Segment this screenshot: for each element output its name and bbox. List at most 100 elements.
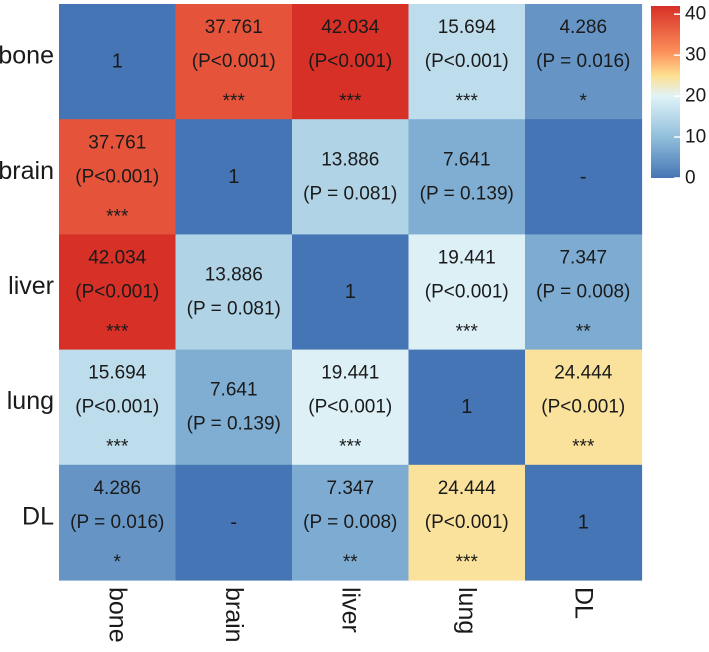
cell-label-bone-lung-line2: (P<0.001)	[425, 51, 509, 72]
cell-label-dl-brain-line1: -	[230, 511, 237, 533]
heatmap-cell-bone-bone	[59, 4, 177, 120]
heatmap-cell-lung-bone	[59, 349, 177, 466]
heatmap-cell-brain-dl	[525, 119, 643, 235]
cell-label-bone-dl-line2: (P = 0.016)	[536, 51, 630, 72]
cell-label-bone-liver-line2: (P<0.001)	[308, 51, 392, 72]
cell-label-liver-dl-line1: 7.347	[559, 248, 607, 269]
cell-label-dl-lung-line1: 24.444	[438, 478, 497, 499]
cell-label-dl-liver-line1: 7.347	[326, 478, 374, 499]
heatmap-cell-bone-lung	[408, 4, 526, 120]
heatmap-cell-liver-lung	[408, 234, 526, 351]
cell-label-brain-bone-line3: ***	[106, 206, 129, 227]
cell-label-lung-bone-line2: (P<0.001)	[75, 397, 159, 418]
cell-label-dl-bone-line3: *	[114, 552, 122, 573]
cell-label-lung-liver-line3: ***	[339, 437, 362, 458]
heatmap-cell-dl-bone	[59, 464, 177, 581]
color-legend: 0 10 20 30 40	[651, 4, 706, 189]
heatmap-cell-lung-dl	[525, 349, 643, 466]
heatmap-cell-brain-lung	[408, 119, 526, 235]
cell-label-dl-liver-line2: (P = 0.008)	[303, 512, 397, 533]
cell-label-bone-brain-line1: 37.761	[205, 17, 263, 38]
cell-label-brain-bone-line2: (P<0.001)	[75, 166, 159, 187]
cell-label-dl-dl-line1: 1	[578, 511, 589, 533]
column-label-liver: liver	[336, 587, 364, 633]
cell-label-liver-bone-line2: (P<0.001)	[75, 282, 159, 303]
cell-label-lung-bone-line3: ***	[106, 437, 129, 458]
cell-label-liver-lung-line2: (P<0.001)	[425, 282, 509, 303]
cell-label-lung-dl-line3: ***	[572, 437, 595, 458]
cell-label-lung-bone-line1: 15.694	[88, 363, 147, 384]
cell-label-bone-liver-line1: 42.034	[321, 17, 380, 38]
heatmap-cell-liver-brain	[175, 234, 293, 351]
cell-label-liver-brain-line1: 13.886	[205, 265, 263, 286]
heatmap-cell-liver-bone	[59, 234, 177, 351]
cell-label-liver-dl-line3: **	[576, 322, 591, 343]
cell-label-dl-lung-line3: ***	[456, 552, 479, 573]
legend-tick-label-20: 20	[685, 86, 706, 107]
cell-label-liver-lung-line1: 19.441	[438, 248, 496, 269]
legend-tick-label-30: 30	[685, 45, 706, 66]
cell-label-dl-lung-line2: (P<0.001)	[425, 512, 509, 533]
cell-label-lung-brain-line1: 7.641	[210, 380, 258, 401]
heatmap-cell-liver-liver	[292, 234, 410, 351]
column-label-brain: brain	[220, 587, 248, 643]
heatmap-cell-dl-brain	[175, 464, 293, 581]
cell-label-bone-lung-line3: ***	[456, 91, 479, 112]
cell-label-bone-brain-line2: (P<0.001)	[192, 51, 276, 72]
legend-colorbar	[651, 6, 680, 178]
heatmap-cell-lung-lung	[408, 349, 526, 466]
heatmap-cell-dl-lung	[408, 464, 526, 581]
cell-label-liver-bone-line1: 42.034	[88, 248, 147, 269]
cell-label-dl-bone-line2: (P = 0.016)	[70, 512, 164, 533]
heatmap-cell-lung-liver	[292, 349, 410, 466]
row-label-dl: DL	[22, 502, 54, 530]
cell-label-bone-brain-line3: ***	[223, 91, 246, 112]
cell-label-liver-lung-line3: ***	[456, 322, 479, 343]
heatmap-cell-lung-brain	[175, 349, 293, 466]
row-label-liver: liver	[8, 272, 54, 300]
heatmap-cell-brain-brain	[175, 119, 293, 235]
cell-label-liver-brain-line2: (P = 0.081)	[187, 299, 281, 320]
cell-label-dl-bone-line1: 4.286	[93, 478, 141, 499]
heatmap-cell-bone-liver	[292, 4, 410, 120]
cell-label-brain-liver-line2: (P = 0.081)	[303, 183, 397, 204]
cell-label-dl-liver-line3: **	[343, 552, 358, 573]
legend-tick-label-10: 10	[685, 127, 706, 148]
column-labels: bone brain liver lung DL	[103, 587, 597, 643]
cell-label-brain-lung-line1: 7.641	[443, 149, 491, 170]
row-label-lung: lung	[7, 387, 54, 415]
cell-label-bone-lung-line1: 15.694	[438, 17, 497, 38]
heatmap-cell-liver-dl	[525, 234, 643, 351]
cell-label-bone-bone-line1: 1	[112, 51, 123, 73]
cell-label-liver-liver-line1: 1	[345, 281, 356, 303]
cell-label-brain-bone-line1: 37.761	[88, 132, 146, 153]
cell-label-lung-dl-line2: (P<0.001)	[541, 397, 625, 418]
cell-label-lung-brain-line2: (P = 0.139)	[187, 414, 281, 435]
cell-label-lung-liver-line2: (P<0.001)	[308, 397, 392, 418]
legend-tick-label-40: 40	[685, 4, 706, 25]
column-label-dl: DL	[569, 587, 597, 619]
legend-tick-label-0: 0	[685, 168, 696, 189]
column-label-bone: bone	[103, 587, 131, 643]
cell-label-liver-dl-line2: (P = 0.008)	[536, 282, 630, 303]
cell-label-lung-lung-line1: 1	[461, 396, 472, 418]
cell-label-bone-liver-line3: ***	[339, 91, 362, 112]
heatmap-cell-brain-bone	[59, 119, 177, 235]
cell-label-lung-liver-line1: 19.441	[321, 363, 379, 384]
cell-label-brain-lung-line2: (P = 0.139)	[420, 183, 514, 204]
row-label-bone: bone	[0, 42, 54, 70]
heatmap-cell-dl-dl	[525, 464, 643, 581]
cell-label-lung-dl-line1: 24.444	[554, 363, 613, 384]
heatmap-cell-bone-dl	[525, 4, 643, 120]
heatmap-cell-bone-brain	[175, 4, 293, 120]
cell-label-brain-brain-line1: 1	[228, 166, 239, 188]
row-labels: bone brain liver lung DL	[0, 42, 54, 531]
cell-label-bone-dl-line3: *	[580, 91, 588, 112]
row-label-brain: brain	[0, 157, 54, 185]
heatmap-cells: 137.761(P<0.001)***42.034(P<0.001)***15.…	[59, 4, 643, 581]
cell-label-liver-bone-line3: ***	[106, 322, 129, 343]
heatmap-cell-dl-liver	[292, 464, 410, 581]
cell-label-brain-liver-line1: 13.886	[321, 149, 379, 170]
cell-label-bone-dl-line1: 4.286	[559, 17, 607, 38]
heatmap-cell-brain-liver	[292, 119, 410, 235]
